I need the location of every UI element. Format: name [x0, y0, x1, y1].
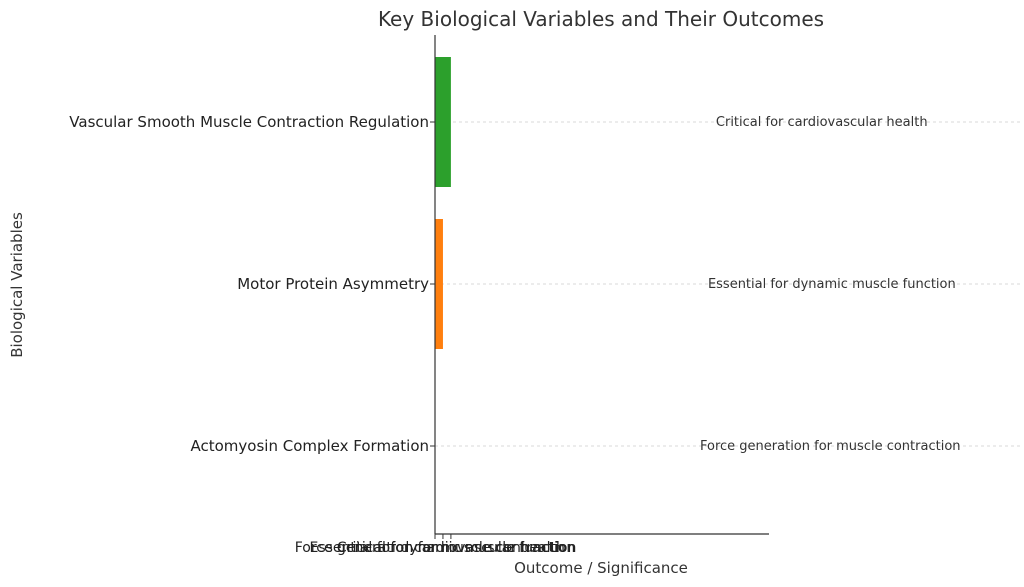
- x-axis-label: Outcome / Significance: [514, 559, 688, 577]
- outcome-label-motor-protein-asymmetry: Essential for dynamic muscle function: [708, 277, 956, 292]
- y-axis-label: Biological Variables: [8, 212, 26, 358]
- xtick-label-force-generation-for-muscle-contraction: Force generation for muscle contraction: [295, 540, 576, 556]
- xtick-label-critical-for-cardiovascular-health: Critical for cardiovascular health: [337, 540, 565, 556]
- xtick-label-essential-for-dynamic-muscle-function: Essential for dynamic muscle function: [310, 540, 577, 556]
- outcome-label-actomyosin-complex-formation: Force generation for muscle contraction: [700, 439, 961, 454]
- ytick-layer: Actomyosin Complex Formation Motor Protei…: [69, 113, 435, 455]
- xtick-layer: Force generation for muscle contractionE…: [295, 534, 577, 556]
- ytick-label-motor-protein-asymmetry: Motor Protein Asymmetry: [237, 275, 429, 293]
- bar-layer: [435, 57, 451, 349]
- chart-title: Key Biological Variables and Their Outco…: [378, 7, 824, 31]
- ytick-label-actomyosin-complex-formation: Actomyosin Complex Formation: [191, 437, 430, 455]
- bar-vascular-smooth-muscle-contraction-regulation: [435, 57, 451, 187]
- outcome-layer: Force generation for muscle contraction E…: [700, 115, 961, 454]
- bar-motor-protein-asymmetry: [435, 219, 443, 349]
- outcome-label-vascular-smooth-muscle-contraction-regulation: Critical for cardiovascular health: [716, 115, 928, 130]
- grid-layer: [435, 121, 1020, 447]
- ytick-label-vascular-smooth-muscle-contraction-regulation: Vascular Smooth Muscle Contraction Regul…: [69, 113, 429, 131]
